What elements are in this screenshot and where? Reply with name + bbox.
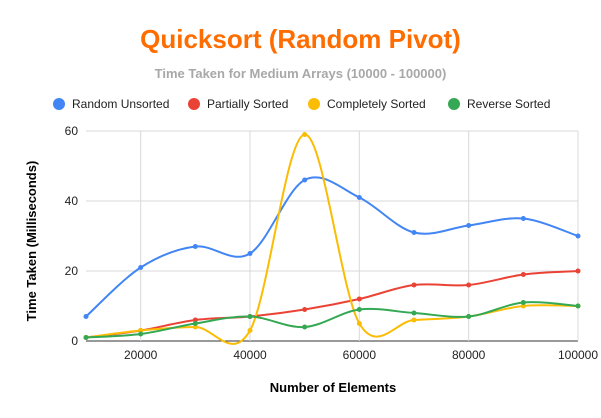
y-tick-label: 0 [71,334,78,348]
data-point [575,268,581,274]
data-point [520,216,526,221]
data-point [575,233,581,239]
data-point [192,317,198,323]
legend-item: Partially Sorted [188,97,288,111]
data-point [575,303,581,309]
x-tick-label: 40000 [233,348,267,362]
legend-item: Reverse Sorted [448,97,550,111]
series-line [85,301,579,339]
series-line [85,270,579,339]
data-point [411,317,417,323]
legend-label: Partially Sorted [207,97,288,111]
data-point [520,303,526,309]
data-point [466,314,472,319]
chart-title: Quicksort (Random Pivot) [140,24,461,54]
x-axis-ticks: 20000 40000 60000 80000 100000 [124,348,598,362]
legend: Random Unsorted Partially Sorted Completel… [53,97,550,111]
series-line [85,176,579,318]
legend-label: Random Unsorted [72,97,169,111]
x-tick-label: 20000 [124,348,158,362]
data-point [138,331,144,337]
data-point [247,314,253,319]
x-tick-label: 60000 [343,348,377,362]
data-point [192,321,198,326]
data-point [411,310,417,316]
data-point [466,223,472,228]
data-point [138,265,144,270]
series-random-unsorted [83,176,581,319]
y-axis-ticks: 0 20 40 60 [65,124,79,348]
data-point [247,328,253,333]
legend-item: Random Unsorted [53,97,169,111]
series-lines [83,132,581,345]
data-point [138,328,144,333]
data-point [192,324,198,330]
x-tick-label: 100000 [558,348,598,362]
series-completely-sorted [83,132,581,345]
data-point [302,324,308,330]
data-point [520,300,526,305]
data-point [356,307,362,312]
x-tick-label: 80000 [452,348,486,362]
data-point [411,282,417,288]
legend-marker [53,98,65,110]
series-line [85,133,579,345]
legend-item: Completely Sorted [308,97,426,111]
data-point [247,251,253,256]
y-tick-label: 40 [65,194,79,208]
legend-marker [448,98,460,110]
data-point [356,321,362,326]
data-point [302,132,308,137]
data-point [466,282,472,288]
legend-label: Completely Sorted [327,97,426,111]
chart-subtitle: Time Taken for Medium Arrays (10000 - 10… [154,66,447,81]
data-point [356,296,362,302]
data-point [83,335,89,340]
y-tick-label: 20 [65,264,79,278]
data-point [192,244,198,249]
y-tick-label: 60 [65,124,79,138]
data-point [411,230,417,235]
data-point [302,177,308,183]
legend-marker [188,98,200,110]
legend-label: Reverse Sorted [467,97,550,111]
x-axis-title: Number of Elements [270,380,396,395]
legend-marker [308,98,320,110]
data-point [356,195,362,200]
data-point [302,307,308,312]
data-point [83,314,89,319]
y-axis-title: Time Taken (Milliseconds) [24,161,39,322]
data-point [520,272,526,277]
series-reverse-sorted [83,300,581,340]
